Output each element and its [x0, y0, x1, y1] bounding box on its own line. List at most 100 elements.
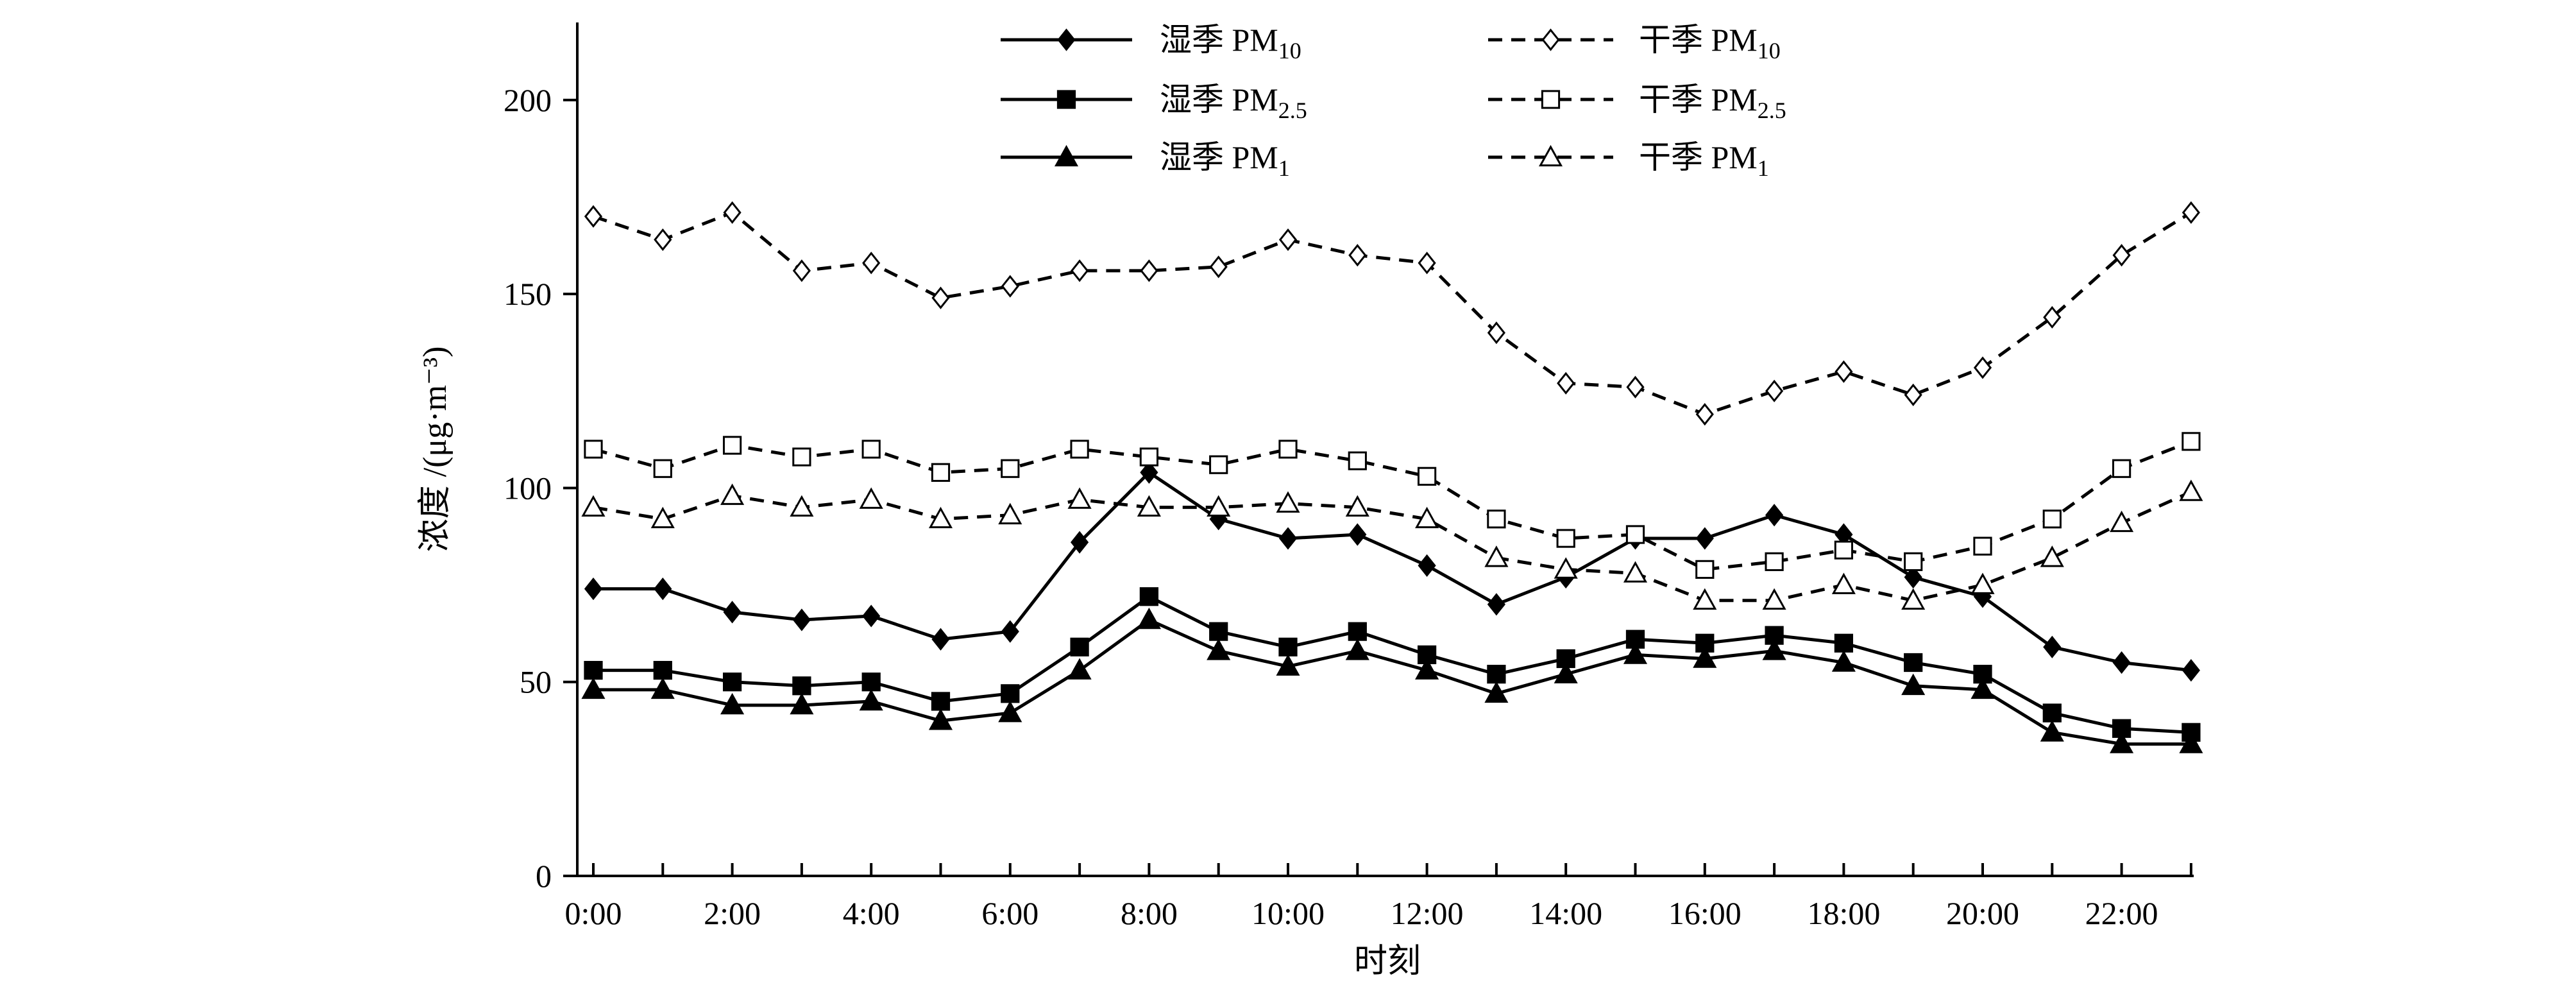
data-point — [1140, 461, 1158, 484]
data-point — [1209, 455, 1228, 474]
data-point — [790, 495, 814, 517]
x-tick-label: 16:00 — [1668, 895, 1741, 931]
data-point — [1765, 626, 1784, 645]
data-point — [861, 672, 881, 692]
legend-item: 干季 PM10 — [1488, 22, 1781, 64]
data-point — [722, 436, 742, 455]
data-point — [790, 692, 814, 715]
data-point — [1137, 607, 1161, 630]
data-point — [1278, 440, 1298, 459]
data-point — [792, 259, 811, 282]
legend-marker — [1054, 144, 1079, 167]
legend-item: 湿季 PM2.5 — [1001, 81, 1307, 123]
data-point — [1693, 646, 1717, 668]
data-point — [2042, 510, 2062, 529]
legend-marker — [1057, 28, 1076, 51]
data-point — [722, 672, 742, 692]
data-point — [2110, 732, 2134, 753]
data-point — [792, 608, 811, 631]
data-point — [2040, 720, 2064, 742]
y-tick-label: 100 — [504, 470, 552, 506]
data-point — [720, 483, 745, 505]
data-point — [1139, 447, 1159, 467]
data-point — [1556, 529, 1575, 548]
data-point — [1348, 244, 1367, 267]
data-point — [1487, 510, 1506, 529]
data-point — [1901, 673, 1926, 696]
data-point — [1140, 259, 1158, 282]
data-point — [1904, 653, 1923, 672]
series-line — [593, 440, 2192, 571]
y-tick-label: 150 — [504, 276, 552, 312]
series-line — [593, 618, 2191, 746]
data-point — [931, 628, 950, 651]
data-point — [1487, 665, 1506, 684]
axes: 0 50 100 150 200 0:00 2:00 4:00 6:00 8:00 10:00 12… — [504, 22, 2194, 931]
y-tick-label: 0 — [536, 858, 552, 894]
data-point — [2179, 732, 2203, 753]
data-point — [1765, 504, 1784, 527]
data-point — [998, 502, 1022, 525]
data-point — [1209, 622, 1228, 641]
data-point — [1835, 360, 1853, 383]
data-point — [2043, 305, 2062, 329]
series-dry-square — [584, 432, 2201, 579]
data-point — [1348, 523, 1367, 546]
data-point — [1834, 540, 1854, 560]
data-point — [1348, 622, 1367, 641]
data-point — [1278, 637, 1298, 656]
data-point — [1693, 588, 1717, 610]
x-tick-label: 18:00 — [1807, 895, 1880, 931]
data-point — [859, 487, 883, 509]
data-point — [1557, 372, 1575, 395]
data-point — [1418, 554, 1436, 577]
data-point — [1207, 638, 1231, 660]
x-tick-label: 14:00 — [1529, 895, 1602, 931]
data-point — [653, 459, 672, 478]
y-tick-label: 200 — [504, 82, 552, 118]
data-point — [998, 701, 1022, 723]
series-wet-diamond — [584, 461, 2200, 682]
data-point — [1070, 440, 1089, 459]
data-point — [584, 660, 603, 680]
data-point — [1970, 572, 1995, 594]
data-point — [1623, 561, 1648, 583]
data-point — [1487, 593, 1505, 616]
legend-label: 湿季 PM2.5 — [1160, 81, 1307, 123]
data-point — [650, 506, 675, 529]
data-point — [723, 201, 741, 224]
data-point — [1415, 658, 1439, 680]
series-line — [593, 210, 2192, 416]
data-point — [654, 228, 672, 252]
series-wet-triangle — [581, 607, 2203, 753]
data-point — [859, 689, 883, 711]
data-point — [581, 495, 606, 517]
data-point — [1278, 527, 1298, 550]
data-point — [650, 677, 675, 699]
legend-item: 湿季 PM10 — [1001, 22, 1301, 64]
data-point — [2110, 510, 2134, 533]
data-point — [1484, 545, 1509, 567]
data-point — [792, 447, 811, 467]
x-tick-label: 22:00 — [2085, 895, 2158, 931]
data-point — [1765, 552, 1784, 571]
data-point — [1001, 275, 1019, 298]
data-point — [654, 578, 672, 601]
data-point — [2040, 545, 2064, 567]
x-tick-label: 12:00 — [1391, 895, 1464, 931]
legend-marker — [1541, 90, 1561, 109]
data-point — [928, 708, 953, 730]
legend-marker — [1056, 90, 1076, 109]
data-point — [2182, 432, 2201, 451]
data-point — [861, 440, 881, 459]
data-point — [1970, 677, 1995, 699]
data-point — [1973, 356, 1992, 379]
data-point — [2182, 658, 2200, 682]
y-tick-label: 50 — [520, 664, 552, 700]
data-point — [1765, 379, 1784, 402]
y-axis-title: 浓度 /(μg·m⁻³) — [417, 347, 453, 552]
data-point — [1139, 587, 1159, 606]
data-point — [1345, 638, 1369, 660]
